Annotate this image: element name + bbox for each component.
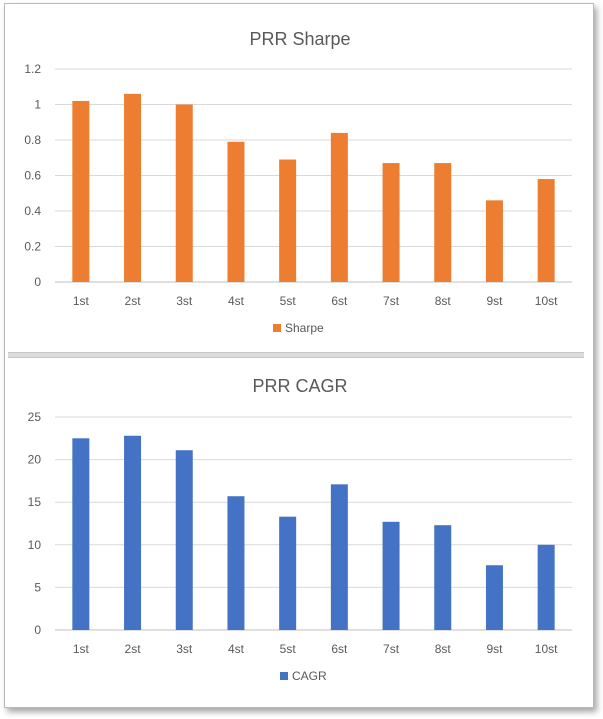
chart2-x-tick-label: 3st <box>176 642 193 656</box>
chart1-title: PRR Sharpe <box>249 29 350 49</box>
chart2-y-tick-label: 25 <box>28 410 42 424</box>
chart1-plot: 0 0.2 0.4 0.6 0.8 1 1.2 1st 2st 3st 4st 5st 6st 7st 8s… <box>24 62 572 335</box>
chart1-legend-swatch <box>273 324 281 332</box>
chart2-x-tick-label: 8st <box>435 642 452 656</box>
chart1-x-tick-label: 8st <box>435 294 452 308</box>
chart2-y-tick-label: 5 <box>34 580 41 594</box>
chart2-x-tick-label: 2st <box>125 642 142 656</box>
chart2-title: PRR CAGR <box>252 376 347 396</box>
chart1-y-tick-label: 1 <box>34 98 41 112</box>
chart2-x-tick-label: 7st <box>383 642 400 656</box>
chart1-y-tick-label: 0.4 <box>24 204 41 218</box>
chart1-x-tick-label: 5st <box>280 294 297 308</box>
chart1-y-tick-label: 0 <box>34 275 41 289</box>
chart2-bar <box>485 565 503 630</box>
chart1-bar <box>279 159 297 282</box>
chart1-bar <box>124 93 142 282</box>
chart2-x-tick-label: 1st <box>73 642 90 656</box>
chart1-bar <box>330 132 348 282</box>
chart2-bar <box>279 516 297 630</box>
chart1-bar <box>72 100 90 282</box>
chart1-y-tick-label: 0.8 <box>24 133 41 147</box>
chart-divider <box>8 352 584 358</box>
chart1-y-tick-label: 1.2 <box>24 62 41 76</box>
chart2-y-tick-label: 20 <box>28 453 42 467</box>
chart1-x-tick-label: 4st <box>228 294 245 308</box>
chart2-legend-swatch <box>280 672 288 680</box>
chart1-x-tick-label: 9st <box>486 294 503 308</box>
chart1-legend-label: Sharpe <box>285 321 324 335</box>
chart2-x-tick-label: 6st <box>331 642 348 656</box>
chart1-bar <box>382 163 400 282</box>
chart2-bar <box>227 496 245 630</box>
chart2-x-tick-label: 10st <box>535 642 558 656</box>
chart2-bar <box>382 521 400 630</box>
chart1-y-tick-label: 0.2 <box>24 240 41 254</box>
chart1-y-tick-label: 0.6 <box>24 169 41 183</box>
chart2-plot: 0 5 10 15 20 25 1st 2st 3st 4st 5st 6st 7st 8st 9st 10s… <box>28 410 572 683</box>
chart2-bar <box>124 435 142 630</box>
chart2-bar <box>330 484 348 630</box>
chart1-x-tick-label: 10st <box>535 294 558 308</box>
chart1-x-tick-label: 7st <box>383 294 400 308</box>
chart1-bar <box>227 141 245 282</box>
chart2-legend-label: CAGR <box>292 669 327 683</box>
chart2-bar <box>537 544 555 630</box>
chart2-bar <box>72 438 90 630</box>
chart2-y-tick-label: 15 <box>28 495 42 509</box>
chart1-x-tick-label: 6st <box>331 294 348 308</box>
chart1-bar <box>485 200 503 282</box>
chart1-x-tick-label: 3st <box>176 294 193 308</box>
chart1-bar <box>175 104 193 282</box>
chart2-y-tick-label: 10 <box>28 538 42 552</box>
chart2-x-tick-label: 5st <box>280 642 297 656</box>
chart2-x-tick-label: 4st <box>228 642 245 656</box>
chart2-bar <box>434 525 452 630</box>
chart2-x-tick-label: 9st <box>486 642 503 656</box>
chart2-bar <box>175 450 193 630</box>
chart1-bar <box>537 179 555 282</box>
chart2-y-tick-label: 0 <box>34 623 41 637</box>
chart1-bar <box>434 163 452 282</box>
chart1-x-tick-label: 2st <box>125 294 142 308</box>
chart1-x-tick-label: 1st <box>73 294 90 308</box>
